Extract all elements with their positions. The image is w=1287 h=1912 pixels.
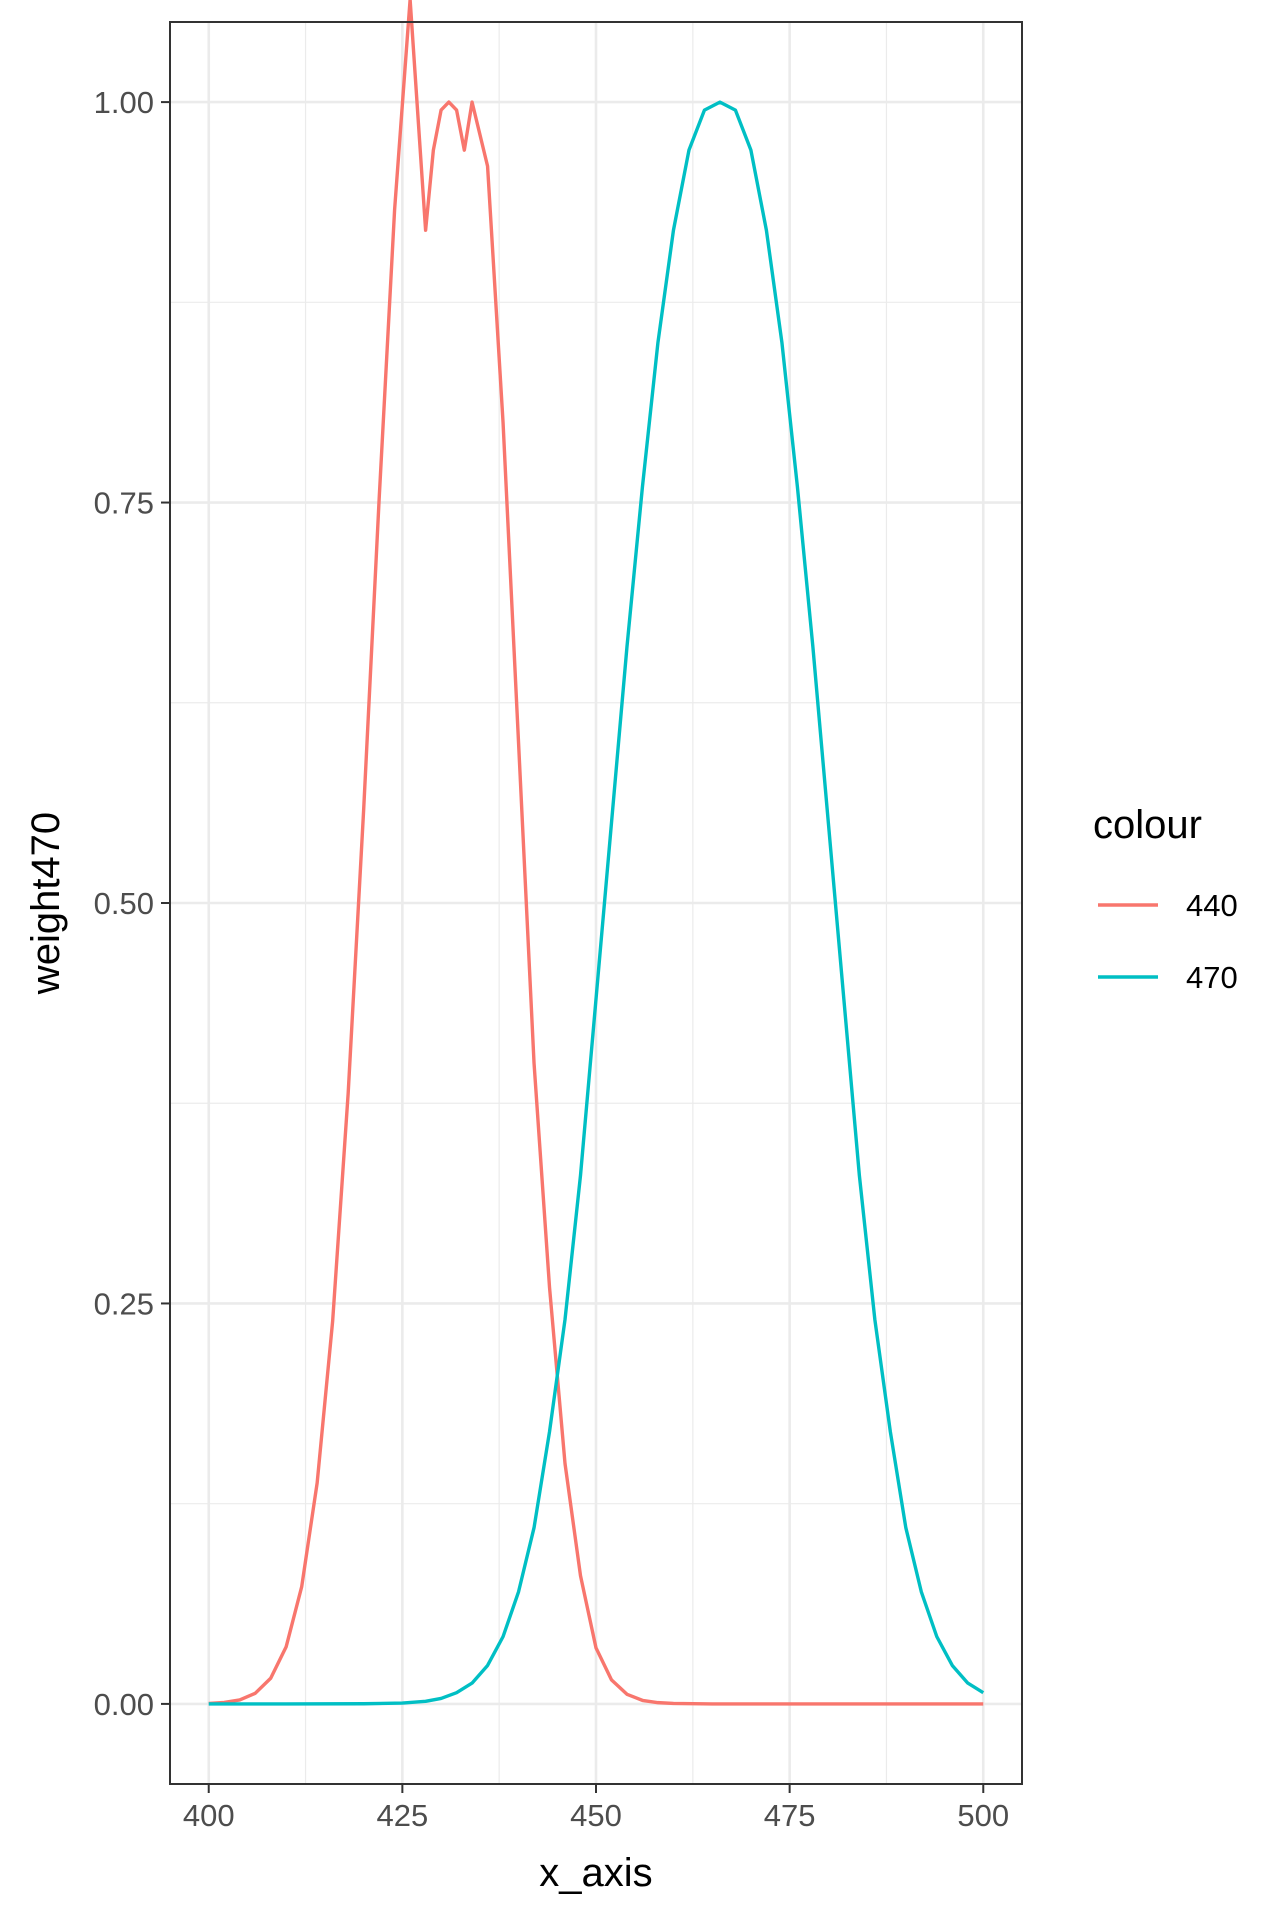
y-tick-label: 0.25: [94, 1286, 154, 1321]
series-line-470: [208, 100, 985, 1706]
y-tick-label: 0.00: [94, 1687, 154, 1722]
legend: colour 440 470: [1093, 803, 1238, 995]
legend-items: 440 470: [1098, 888, 1238, 995]
legend-label-470: 470: [1186, 960, 1238, 995]
x-tick-label: 400: [183, 1798, 235, 1833]
legend-title: colour: [1093, 803, 1202, 847]
x-tick-label: 500: [957, 1798, 1009, 1833]
x-tick-label: 425: [376, 1798, 428, 1833]
series-line-440: [208, 0, 984, 1706]
x-axis-ticks: 400 425 450 475 500: [183, 1784, 1009, 1833]
y-axis-title: weight470: [24, 812, 68, 995]
x-axis-title: x_axis: [539, 1851, 652, 1895]
series-layer: [208, 0, 985, 1706]
y-tick-label: 1.00: [94, 85, 154, 120]
legend-label-440: 440: [1186, 888, 1238, 923]
y-tick-label: 0.75: [94, 486, 154, 521]
y-tick-label: 0.50: [94, 886, 154, 921]
x-tick-label: 450: [570, 1798, 622, 1833]
grid-major: [170, 22, 1022, 1784]
y-axis-ticks: 0.00 0.25 0.50 0.75 1.00: [94, 85, 170, 1722]
x-tick-label: 475: [764, 1798, 816, 1833]
